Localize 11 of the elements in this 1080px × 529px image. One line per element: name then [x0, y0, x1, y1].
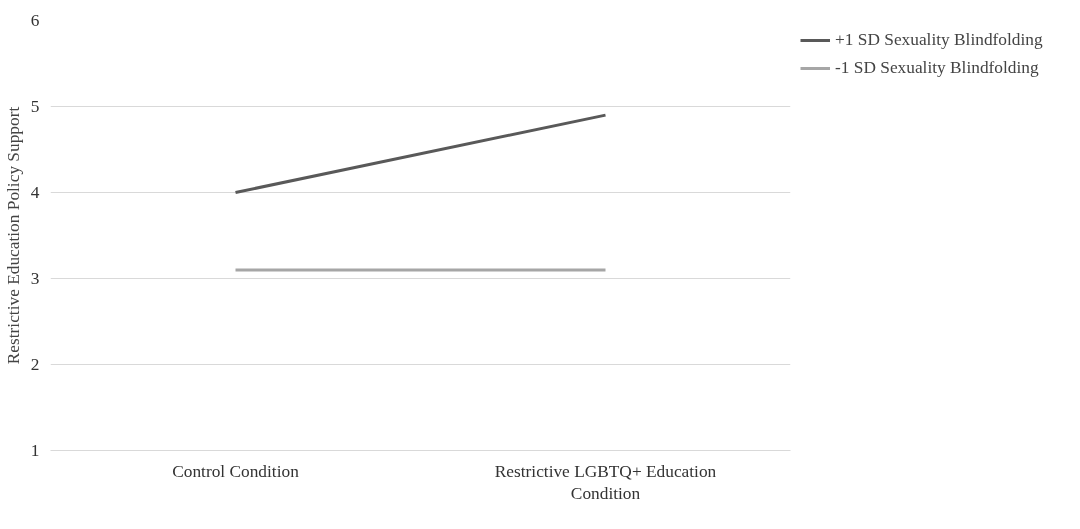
y-tick-label: 4: [30, 183, 40, 202]
x-tick-label: Restrictive LGBTQ+ Education Condition: [494, 461, 717, 504]
y-tick-label: 3: [30, 269, 40, 288]
y-tick-label: 2: [30, 355, 40, 374]
x-tick-label: Control Condition: [172, 461, 300, 481]
y-tick-label: 1: [30, 441, 40, 460]
y-axis-title: Restrictive Education Policy Support: [3, 106, 23, 365]
y-tick-label: 6: [30, 11, 40, 30]
legend-label: -1 SD Sexuality Blindfolding: [835, 58, 1039, 78]
y-tick-label: 5: [30, 97, 40, 116]
legend-label: +1 SD Sexuality Blindfolding: [835, 30, 1043, 50]
